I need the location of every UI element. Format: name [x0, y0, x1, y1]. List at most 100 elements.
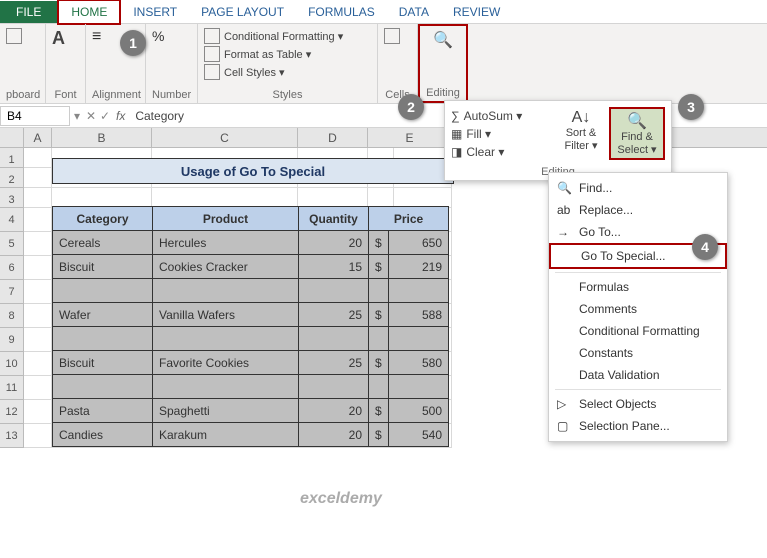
cell-category[interactable]: Candies	[53, 423, 153, 447]
cell-price[interactable]: 219	[388, 255, 448, 279]
cell-quantity[interactable]: 20	[299, 231, 369, 255]
cell[interactable]	[24, 424, 52, 448]
tab-review[interactable]: REVIEW	[441, 1, 512, 23]
cell-quantity[interactable]: 25	[299, 303, 369, 327]
cell-product[interactable]: Favorite Cookies	[153, 351, 299, 375]
cell-price[interactable]	[388, 327, 448, 351]
cell[interactable]	[24, 328, 52, 352]
menu-cond-fmt[interactable]: Conditional Formatting	[549, 320, 727, 342]
cell-price[interactable]: 540	[388, 423, 448, 447]
menu-formulas[interactable]: Formulas	[549, 276, 727, 298]
tab-file[interactable]: FILE	[0, 1, 57, 23]
cell-category[interactable]: Biscuit	[53, 351, 153, 375]
cell-currency[interactable]	[369, 327, 389, 351]
cell-quantity[interactable]	[299, 279, 369, 303]
cell-price[interactable]: 650	[388, 231, 448, 255]
cell[interactable]	[24, 188, 52, 208]
cell-product[interactable]: Vanilla Wafers	[153, 303, 299, 327]
cell-product[interactable]: Cookies Cracker	[153, 255, 299, 279]
menu-select-objects[interactable]: ▷Select Objects	[549, 393, 727, 415]
cell-quantity[interactable]	[299, 327, 369, 351]
cell-currency[interactable]: $	[369, 423, 389, 447]
cell-category[interactable]: Wafer	[53, 303, 153, 327]
cell-category[interactable]	[53, 327, 153, 351]
cell-category[interactable]: Pasta	[53, 399, 153, 423]
row-header[interactable]: 13	[0, 424, 24, 448]
clear-button[interactable]: ◨Clear ▾	[451, 145, 522, 159]
tab-home[interactable]: HOME	[57, 0, 121, 25]
row-header[interactable]: 12	[0, 400, 24, 424]
cell[interactable]	[24, 304, 52, 328]
autosum-button[interactable]: ∑AutoSum ▾	[451, 109, 522, 123]
cell-price[interactable]	[388, 279, 448, 303]
cell-category[interactable]: Biscuit	[53, 255, 153, 279]
menu-comments[interactable]: Comments	[549, 298, 727, 320]
paste-icon[interactable]	[6, 28, 22, 44]
name-box[interactable]	[0, 106, 70, 126]
align-icon[interactable]: ≡	[92, 28, 101, 46]
cells-icon[interactable]	[384, 28, 400, 44]
cell-category[interactable]: Cereals	[53, 231, 153, 255]
percent-icon[interactable]: %	[152, 28, 164, 44]
font-icon[interactable]: A	[52, 28, 65, 49]
cell-quantity[interactable]	[299, 375, 369, 399]
tab-insert[interactable]: INSERT	[121, 1, 189, 23]
cell[interactable]	[24, 148, 52, 168]
cell-product[interactable]: Hercules	[153, 231, 299, 255]
cell-product[interactable]: Spaghetti	[153, 399, 299, 423]
cell-quantity[interactable]: 15	[299, 255, 369, 279]
col-header[interactable]: B	[52, 128, 152, 147]
row-header[interactable]: 8	[0, 304, 24, 328]
cell-product[interactable]	[153, 327, 299, 351]
cell-currency[interactable]	[369, 279, 389, 303]
menu-selection-pane[interactable]: ▢Selection Pane...	[549, 415, 727, 437]
row-header[interactable]: 3	[0, 188, 24, 208]
cell-styles-button[interactable]: Cell Styles ▾	[204, 64, 371, 80]
row-header[interactable]: 7	[0, 280, 24, 304]
cancel-icon[interactable]: ✕	[84, 109, 98, 123]
row-header[interactable]: 4	[0, 208, 24, 232]
menu-constants[interactable]: Constants	[549, 342, 727, 364]
cell-currency[interactable]: $	[369, 351, 389, 375]
sort-filter-button[interactable]: A↓ Sort & Filter ▾	[557, 107, 605, 160]
tab-formulas[interactable]: FORMULAS	[296, 1, 387, 23]
cell[interactable]	[24, 352, 52, 376]
row-header[interactable]: 11	[0, 376, 24, 400]
find-select-button[interactable]: 🔍 Find & Select ▾	[609, 107, 665, 160]
cell[interactable]	[24, 232, 52, 256]
cell-currency[interactable]	[369, 375, 389, 399]
menu-find[interactable]: 🔍Find...	[549, 177, 727, 199]
row-header[interactable]: 10	[0, 352, 24, 376]
row-header[interactable]: 6	[0, 256, 24, 280]
tab-page-layout[interactable]: PAGE LAYOUT	[189, 1, 296, 23]
menu-replace[interactable]: abReplace...	[549, 199, 727, 221]
cell[interactable]	[24, 400, 52, 424]
enter-icon[interactable]: ✓	[98, 109, 112, 123]
cell-product[interactable]	[153, 375, 299, 399]
col-header[interactable]: D	[298, 128, 368, 147]
cell-quantity[interactable]: 25	[299, 351, 369, 375]
namebox-dropdown[interactable]: ▾	[70, 109, 84, 123]
cell-quantity[interactable]: 20	[299, 399, 369, 423]
cell[interactable]	[24, 280, 52, 304]
cell-currency[interactable]: $	[369, 255, 389, 279]
cell-currency[interactable]: $	[369, 231, 389, 255]
cell-price[interactable]: 500	[388, 399, 448, 423]
fill-button[interactable]: ▦Fill ▾	[451, 127, 522, 141]
cell-product[interactable]: Karakum	[153, 423, 299, 447]
cell-price[interactable]: 580	[388, 351, 448, 375]
format-as-table-button[interactable]: Format as Table ▾	[204, 46, 371, 62]
cell-price[interactable]	[388, 375, 448, 399]
row-header[interactable]: 9	[0, 328, 24, 352]
select-all-corner[interactable]	[0, 128, 24, 147]
cell-category[interactable]	[53, 279, 153, 303]
cell-category[interactable]	[53, 375, 153, 399]
menu-data-validation[interactable]: Data Validation	[549, 364, 727, 386]
row-header[interactable]: 1	[0, 148, 24, 168]
tab-data[interactable]: DATA	[387, 1, 441, 23]
cell-quantity[interactable]: 20	[299, 423, 369, 447]
row-header[interactable]: 5	[0, 232, 24, 256]
cell[interactable]	[24, 376, 52, 400]
cell-product[interactable]	[153, 279, 299, 303]
cell-currency[interactable]: $	[369, 399, 389, 423]
